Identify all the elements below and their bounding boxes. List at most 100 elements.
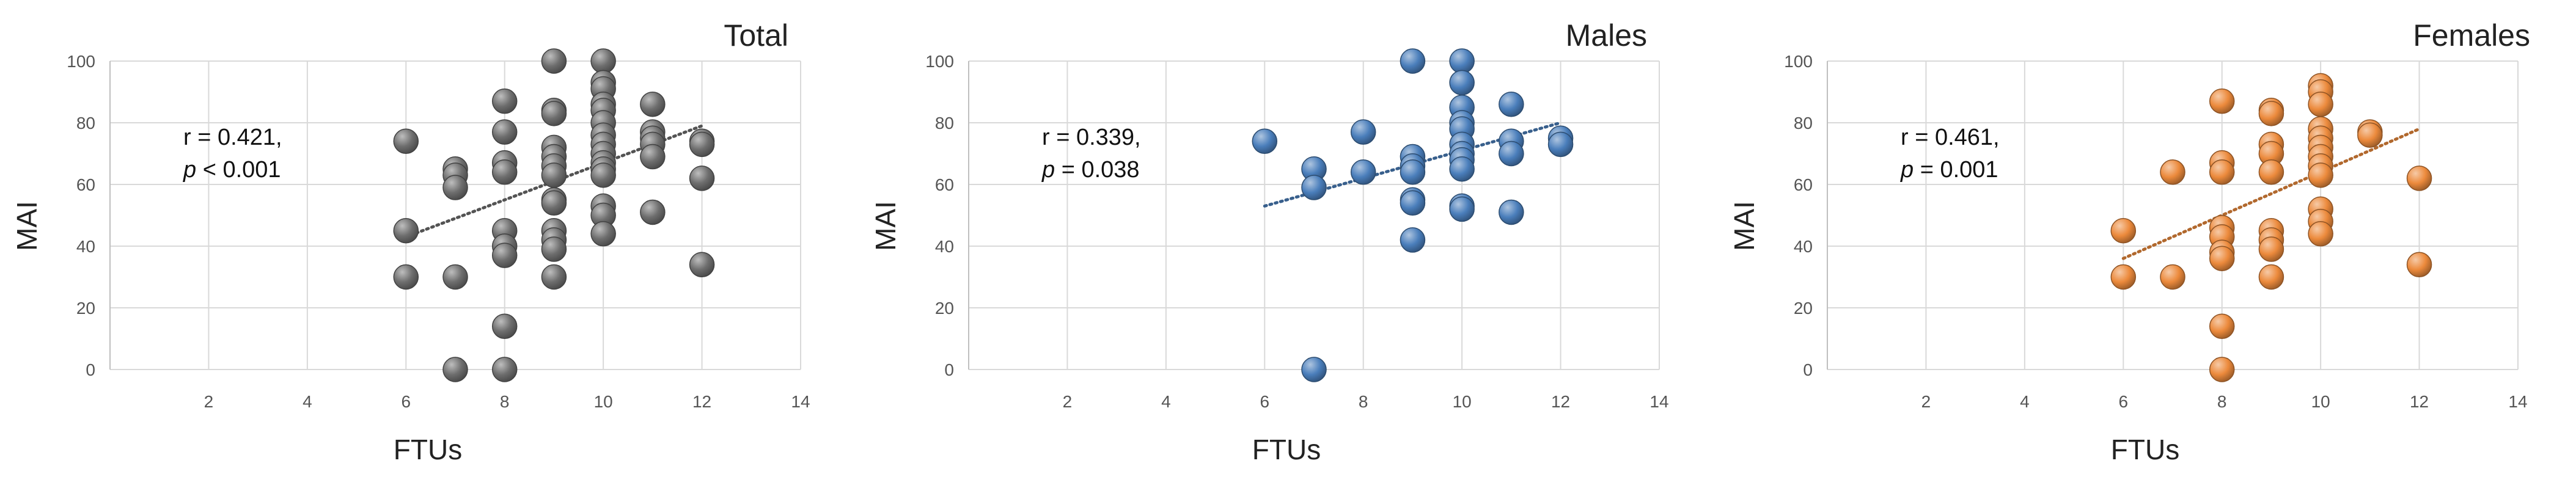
data-point	[1350, 159, 1376, 185]
y-tick-label: 0	[1803, 360, 1813, 379]
y-axis-label: MAI	[1728, 201, 1760, 251]
p-annotation: p = 0.038	[1041, 157, 1140, 183]
males-chart-panel: Males FTUs MAI r = 0.339, p = 0.038 2 4 6 8…	[859, 0, 1717, 477]
x-tick-label: 2	[204, 392, 214, 411]
y-axis-label: MAI	[11, 201, 43, 251]
data-point	[590, 48, 616, 74]
data-point	[541, 162, 567, 188]
data-point	[2357, 122, 2383, 148]
data-point	[2258, 159, 2284, 185]
data-point	[2406, 252, 2432, 278]
p-symbol: p	[1041, 157, 1055, 183]
x-tick-label: 2	[1063, 392, 1073, 411]
x-axis-label: FTUs	[1252, 434, 1321, 465]
total-chart-panel: Total FTUs MAI r = 0.421, p < 0.001 2 4 6 8…	[0, 0, 859, 477]
y-tick-label: 40	[76, 237, 95, 256]
data-point	[442, 357, 468, 382]
data-point	[491, 242, 518, 268]
data-point	[2160, 264, 2185, 290]
males-scatter-chart: Males FTUs MAI r = 0.339, p = 0.038 2 4 6 8…	[870, 18, 1669, 465]
data-point	[442, 264, 468, 290]
data-point	[1449, 70, 1475, 96]
data-point	[541, 48, 567, 74]
y-tick-label: 80	[1794, 114, 1813, 133]
y-axis-label: MAI	[870, 201, 901, 251]
data-point	[2110, 264, 2137, 290]
y-tick-label: 100	[1784, 52, 1813, 71]
data-point	[2406, 166, 2432, 191]
p-symbol: p	[183, 157, 196, 183]
x-tick-label: 4	[2020, 392, 2030, 411]
data-point	[1252, 128, 1278, 155]
y-tick-label: 20	[1794, 299, 1813, 318]
x-tick-label: 8	[2217, 392, 2227, 411]
data-point	[2258, 236, 2284, 262]
y-tick-label: 40	[1794, 237, 1813, 256]
females-scatter-chart: Females FTUs MAI r = 0.461, p = 0.001 2 4…	[1728, 18, 2530, 465]
data-point	[442, 175, 468, 200]
gridlines	[968, 60, 1660, 370]
data-point	[1449, 196, 1475, 222]
data-point	[393, 218, 419, 244]
x-tick-label: 10	[1453, 392, 1472, 411]
data-point	[393, 264, 419, 290]
x-tick-label: 6	[401, 392, 411, 411]
y-tick-label: 20	[76, 299, 95, 318]
data-point	[2160, 159, 2185, 185]
p-symbol: p	[1900, 157, 1914, 183]
x-tick-label: 10	[2311, 392, 2330, 411]
p-value: = 0.001	[1914, 157, 1998, 183]
chart-title: Females	[2413, 18, 2530, 53]
y-tick-label: 60	[76, 175, 95, 194]
x-tick-label: 8	[500, 392, 510, 411]
data-point	[2308, 162, 2333, 188]
data-point	[640, 91, 666, 117]
data-point	[1400, 190, 1426, 216]
data-point	[689, 252, 715, 278]
x-tick-label: 2	[1921, 392, 1931, 411]
data-point	[1499, 140, 1524, 167]
x-axis-label: FTUs	[2111, 434, 2179, 465]
gridlines	[109, 60, 801, 370]
data-point	[1499, 199, 1524, 225]
data-point	[1499, 91, 1524, 117]
data-point	[2258, 264, 2284, 290]
total-scatter-chart: Total FTUs MAI r = 0.421, p < 0.001 2 4 6 8…	[11, 18, 810, 465]
y-tick-label: 80	[935, 114, 954, 133]
data-point	[541, 236, 567, 262]
data-point	[491, 159, 518, 185]
data-point	[2258, 101, 2284, 126]
chart-title: Males	[1566, 18, 1647, 53]
females-chart-panel: Females FTUs MAI r = 0.461, p = 0.001 2 4…	[1717, 0, 2576, 477]
x-tick-label: 4	[303, 392, 312, 411]
data-point	[689, 166, 715, 191]
x-axis-label: FTUs	[394, 434, 462, 465]
data-point	[491, 313, 518, 340]
data-point	[2209, 159, 2235, 185]
data-point	[1449, 156, 1475, 182]
data-point	[1400, 159, 1426, 185]
data-point	[640, 199, 666, 225]
r-annotation: r = 0.339,	[1042, 125, 1141, 150]
data-point	[1400, 48, 1426, 74]
data-point	[2209, 313, 2235, 340]
p-value: < 0.001	[196, 157, 281, 183]
y-tick-label: 80	[76, 114, 95, 133]
p-annotation: p < 0.001	[183, 157, 281, 183]
p-value: = 0.038	[1055, 157, 1139, 183]
x-tick-label: 12	[692, 392, 711, 411]
data-point	[590, 162, 616, 188]
r-annotation: r = 0.421,	[183, 125, 282, 150]
p-annotation: p = 0.001	[1900, 157, 1998, 183]
x-tick-label: 14	[2508, 392, 2527, 411]
data-point	[491, 357, 518, 382]
data-point	[393, 128, 419, 155]
trendline	[2121, 127, 2421, 260]
data-point	[1547, 131, 1574, 158]
x-tick-label: 10	[594, 392, 613, 411]
data-point	[1301, 357, 1327, 382]
data-point	[541, 101, 567, 126]
y-tick-label: 0	[944, 360, 954, 379]
r-annotation: r = 0.461,	[1901, 125, 2000, 150]
